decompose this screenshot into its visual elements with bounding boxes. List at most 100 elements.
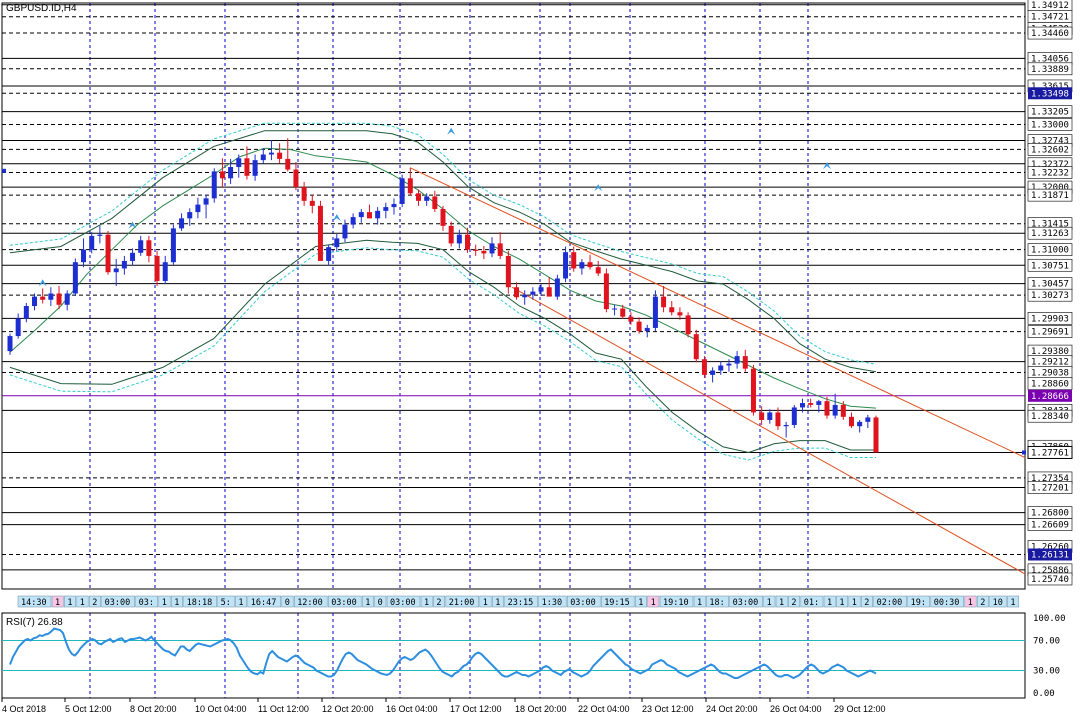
candle-body (326, 247, 332, 261)
session-tag (848, 595, 861, 608)
candle-body (211, 171, 217, 199)
candle-body (808, 403, 814, 405)
session-tag-label: 1 (827, 598, 832, 608)
session-tag (76, 595, 89, 608)
session-tag (491, 595, 504, 608)
price-axis-label: 1.26609 (1031, 521, 1069, 531)
session-tag-label: 1 (839, 598, 844, 608)
candle-body (424, 196, 430, 201)
session-tag-label: 23:15 (508, 598, 534, 608)
session-tag-label: 1 (697, 598, 702, 608)
candle-body (505, 255, 511, 288)
session-tag (361, 595, 374, 608)
candle-body (260, 154, 266, 161)
session-tag (600, 595, 635, 608)
candle-body (7, 336, 13, 352)
candle-body (97, 234, 103, 236)
price-axis-label: 1.29380 (1031, 347, 1069, 357)
price-axis-label: 1.30273 (1031, 291, 1069, 301)
session-tag (235, 595, 248, 608)
session-tag-label: 19:15 (604, 598, 630, 608)
price-axis-label: 1.32000 (1031, 183, 1069, 193)
session-tag (386, 595, 421, 608)
candle-body (603, 273, 609, 310)
candle-body (334, 238, 340, 248)
session-tag-label: 18: (709, 598, 724, 608)
session-tag-label: 1 (67, 598, 72, 608)
session-tag (135, 595, 159, 608)
price-axis-label: 1.30457 (1031, 280, 1069, 290)
candle-body (366, 212, 372, 219)
candle-body (734, 356, 740, 364)
session-tag (170, 595, 183, 608)
candle-body (522, 294, 528, 298)
price-axis-label: 1.31263 (1031, 229, 1069, 239)
session-tag-label: 03:00 (331, 598, 357, 608)
candle-body (481, 250, 487, 254)
price-axis-label: 1.29903 (1031, 314, 1069, 324)
price-label-box (1027, 518, 1073, 531)
price-axis-label: 1.33615 (1031, 82, 1069, 92)
price-axis-label: 1.31415 (1031, 220, 1069, 230)
candle-body (473, 249, 479, 251)
price-axis-label: 1.26800 (1031, 509, 1069, 519)
candle-body (791, 407, 797, 425)
price-axis-label: 1.31871 (1031, 191, 1069, 201)
highlight-label-box (1028, 548, 1072, 561)
session-tag-label: 00:30 (934, 598, 960, 608)
candle-body (612, 308, 618, 310)
price-marker-right (1022, 450, 1026, 455)
price-label-box (1027, 325, 1073, 338)
candle-body (865, 417, 871, 422)
price-marker-left (2, 168, 6, 173)
price-label-box (1027, 288, 1073, 302)
candle-body (448, 225, 454, 244)
session-tag-label: 19:10 (663, 598, 689, 608)
session-tag-label: 2 (436, 598, 441, 608)
session-tag (1007, 595, 1020, 608)
price-axis-label: 1.30751 (1031, 261, 1069, 271)
x-axis-label: 22 Oct 04:00 (578, 704, 630, 714)
candle-body (432, 196, 438, 209)
price-label-box (1027, 62, 1073, 76)
x-axis-label: 4 Oct 2018 (2, 704, 46, 714)
candle-body (783, 424, 789, 427)
session-tag-label: 21:00 (449, 598, 475, 608)
price-label-box (1027, 572, 1073, 586)
candle-body (759, 412, 765, 420)
price-axis-label: 1.27354 (1031, 474, 1069, 484)
candle-body (710, 370, 716, 375)
current-price-label: 1.27761 (1031, 448, 1069, 458)
candle-body (415, 193, 421, 201)
session-tag (930, 595, 965, 608)
session-tag-label: 1 (238, 598, 243, 608)
candle-body (530, 291, 536, 295)
candle-body (456, 234, 462, 244)
candle-body (693, 334, 699, 360)
candle-body (587, 262, 593, 268)
candle-body (465, 234, 471, 250)
candle-body (767, 412, 773, 420)
candle-body (350, 217, 356, 225)
session-tag-label: 1 (779, 598, 784, 608)
price-axis-label: 1.31000 (1031, 246, 1069, 256)
session-tag-label: 1 (852, 598, 857, 608)
session-tag (693, 595, 706, 608)
candle-body (56, 293, 62, 305)
session-tag (504, 595, 538, 608)
candle-body (293, 169, 299, 188)
session-tag-label: 1 (174, 598, 179, 608)
rsi-line (9, 627, 877, 680)
session-tag-label: 2 (92, 598, 97, 608)
session-tag (420, 595, 433, 608)
session-tag (479, 595, 492, 608)
session-tag-label: 1 (638, 598, 643, 608)
price-label-box (1027, 377, 1073, 390)
candle-body (268, 152, 274, 155)
candle-body (162, 262, 168, 281)
fractal-up-icon (447, 127, 456, 135)
candle-body (661, 296, 667, 308)
highlight-label-box (1028, 87, 1072, 100)
